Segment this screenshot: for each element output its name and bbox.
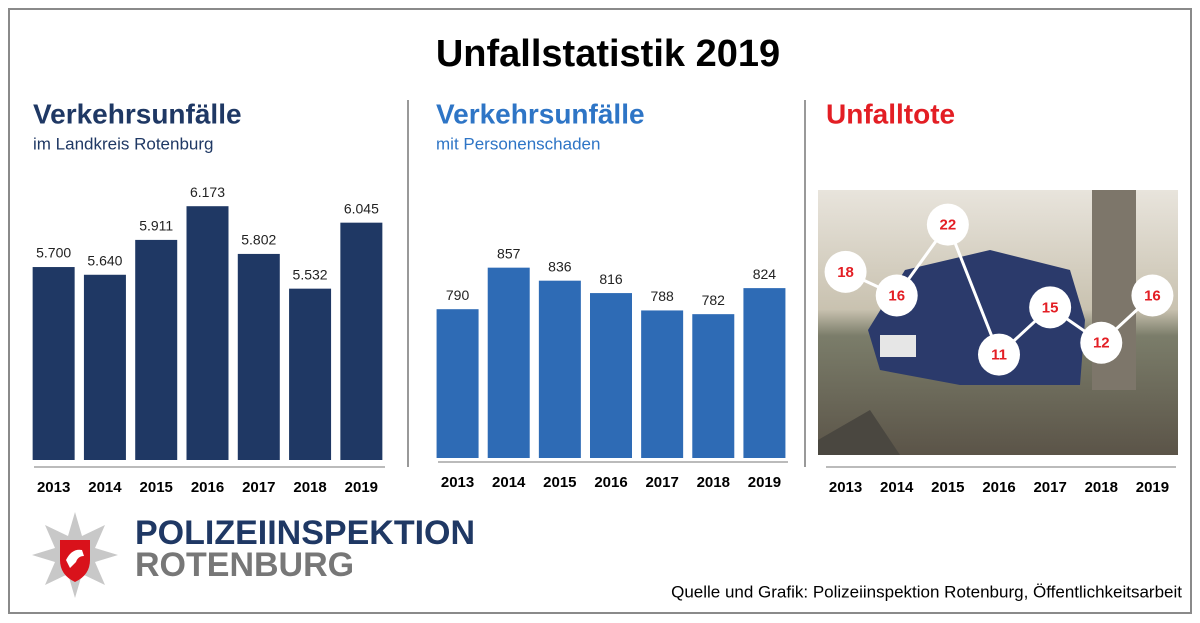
x-tick-label: 2019 (748, 474, 781, 491)
bar (83, 274, 126, 460)
value-label: 788 (650, 288, 674, 304)
chart-title: Unfalltote (826, 98, 955, 129)
bar (237, 253, 280, 460)
x-tick-label: 2016 (982, 479, 1015, 496)
marker (1131, 274, 1174, 317)
x-tick-label: 2017 (242, 479, 275, 496)
x-tick-label: 2016 (191, 479, 224, 496)
value-label: 5.532 (293, 266, 328, 282)
x-tick-label: 2013 (829, 479, 862, 496)
value-label: 782 (702, 292, 726, 308)
frame (8, 8, 1192, 614)
x-tick-label: 2018 (293, 479, 326, 496)
value-label: 824 (753, 266, 777, 282)
marker (926, 203, 969, 246)
value-label: 6.173 (190, 184, 225, 200)
logo: POLIZEIINSPEKTION ROTENBURG (32, 512, 475, 598)
value-label: 790 (446, 287, 470, 303)
x-tick-label: 2016 (594, 474, 627, 491)
x-tick-label: 2015 (543, 474, 576, 491)
bar (135, 239, 178, 460)
chart-subtitle: mit Personenschaden (436, 134, 600, 153)
x-tick-label: 2019 (1136, 479, 1169, 496)
x-tick-label: 2018 (1085, 479, 1118, 496)
value-label: 12 (1093, 335, 1110, 352)
x-tick-label: 2015 (140, 479, 173, 496)
x-tick-label: 2015 (931, 479, 964, 496)
value-label: 5.911 (139, 218, 173, 234)
chart-subtitle: im Landkreis Rotenburg (33, 134, 213, 153)
value-label: 5.640 (87, 252, 122, 268)
x-tick-label: 2018 (697, 474, 730, 491)
value-label: 5.802 (241, 232, 276, 248)
value-label: 5.700 (36, 245, 71, 261)
marker (824, 250, 867, 293)
source: Quelle und Grafik: Polizeiinspektion Rot… (671, 582, 1182, 601)
bar (641, 310, 684, 458)
x-tick-label: 2017 (1033, 479, 1066, 496)
chart-title: Verkehrsunfälle (436, 98, 645, 129)
bar (743, 288, 786, 458)
value-label: 22 (940, 217, 957, 234)
x-tick-label: 2013 (37, 479, 70, 496)
chart-title: Verkehrsunfälle (33, 98, 242, 129)
value-label: 18 (837, 264, 854, 281)
marker (1029, 286, 1072, 329)
x-tick-label: 2014 (880, 479, 914, 496)
bar (32, 267, 75, 460)
value-label: 857 (497, 245, 521, 261)
value-label: 11 (991, 347, 1007, 364)
value-label: 16 (888, 287, 905, 304)
x-tick-label: 2013 (441, 474, 474, 491)
bar (538, 280, 581, 458)
value-label: 15 (1042, 299, 1059, 316)
x-tick-label: 2014 (88, 479, 122, 496)
photo (818, 190, 1178, 455)
main-title: Unfallstatistik 2019 (436, 33, 780, 75)
bar (436, 309, 479, 458)
logo-line1: POLIZEIINSPEKTION (135, 514, 475, 552)
x-tick-label: 2014 (492, 474, 526, 491)
value-label: 6.045 (344, 200, 379, 216)
bar (692, 314, 735, 458)
logo-line2: ROTENBURG (135, 546, 354, 584)
value-label: 816 (599, 271, 623, 287)
marker (875, 274, 918, 317)
marker (978, 333, 1020, 376)
bar (487, 267, 530, 458)
value-label: 836 (548, 258, 572, 274)
bar (590, 293, 632, 458)
bar (340, 222, 383, 460)
x-tick-label: 2017 (645, 474, 678, 491)
bar (186, 206, 229, 460)
value-label: 16 (1144, 287, 1161, 304)
bar (289, 288, 332, 460)
marker (1080, 321, 1123, 364)
x-tick-label: 2019 (345, 479, 378, 496)
